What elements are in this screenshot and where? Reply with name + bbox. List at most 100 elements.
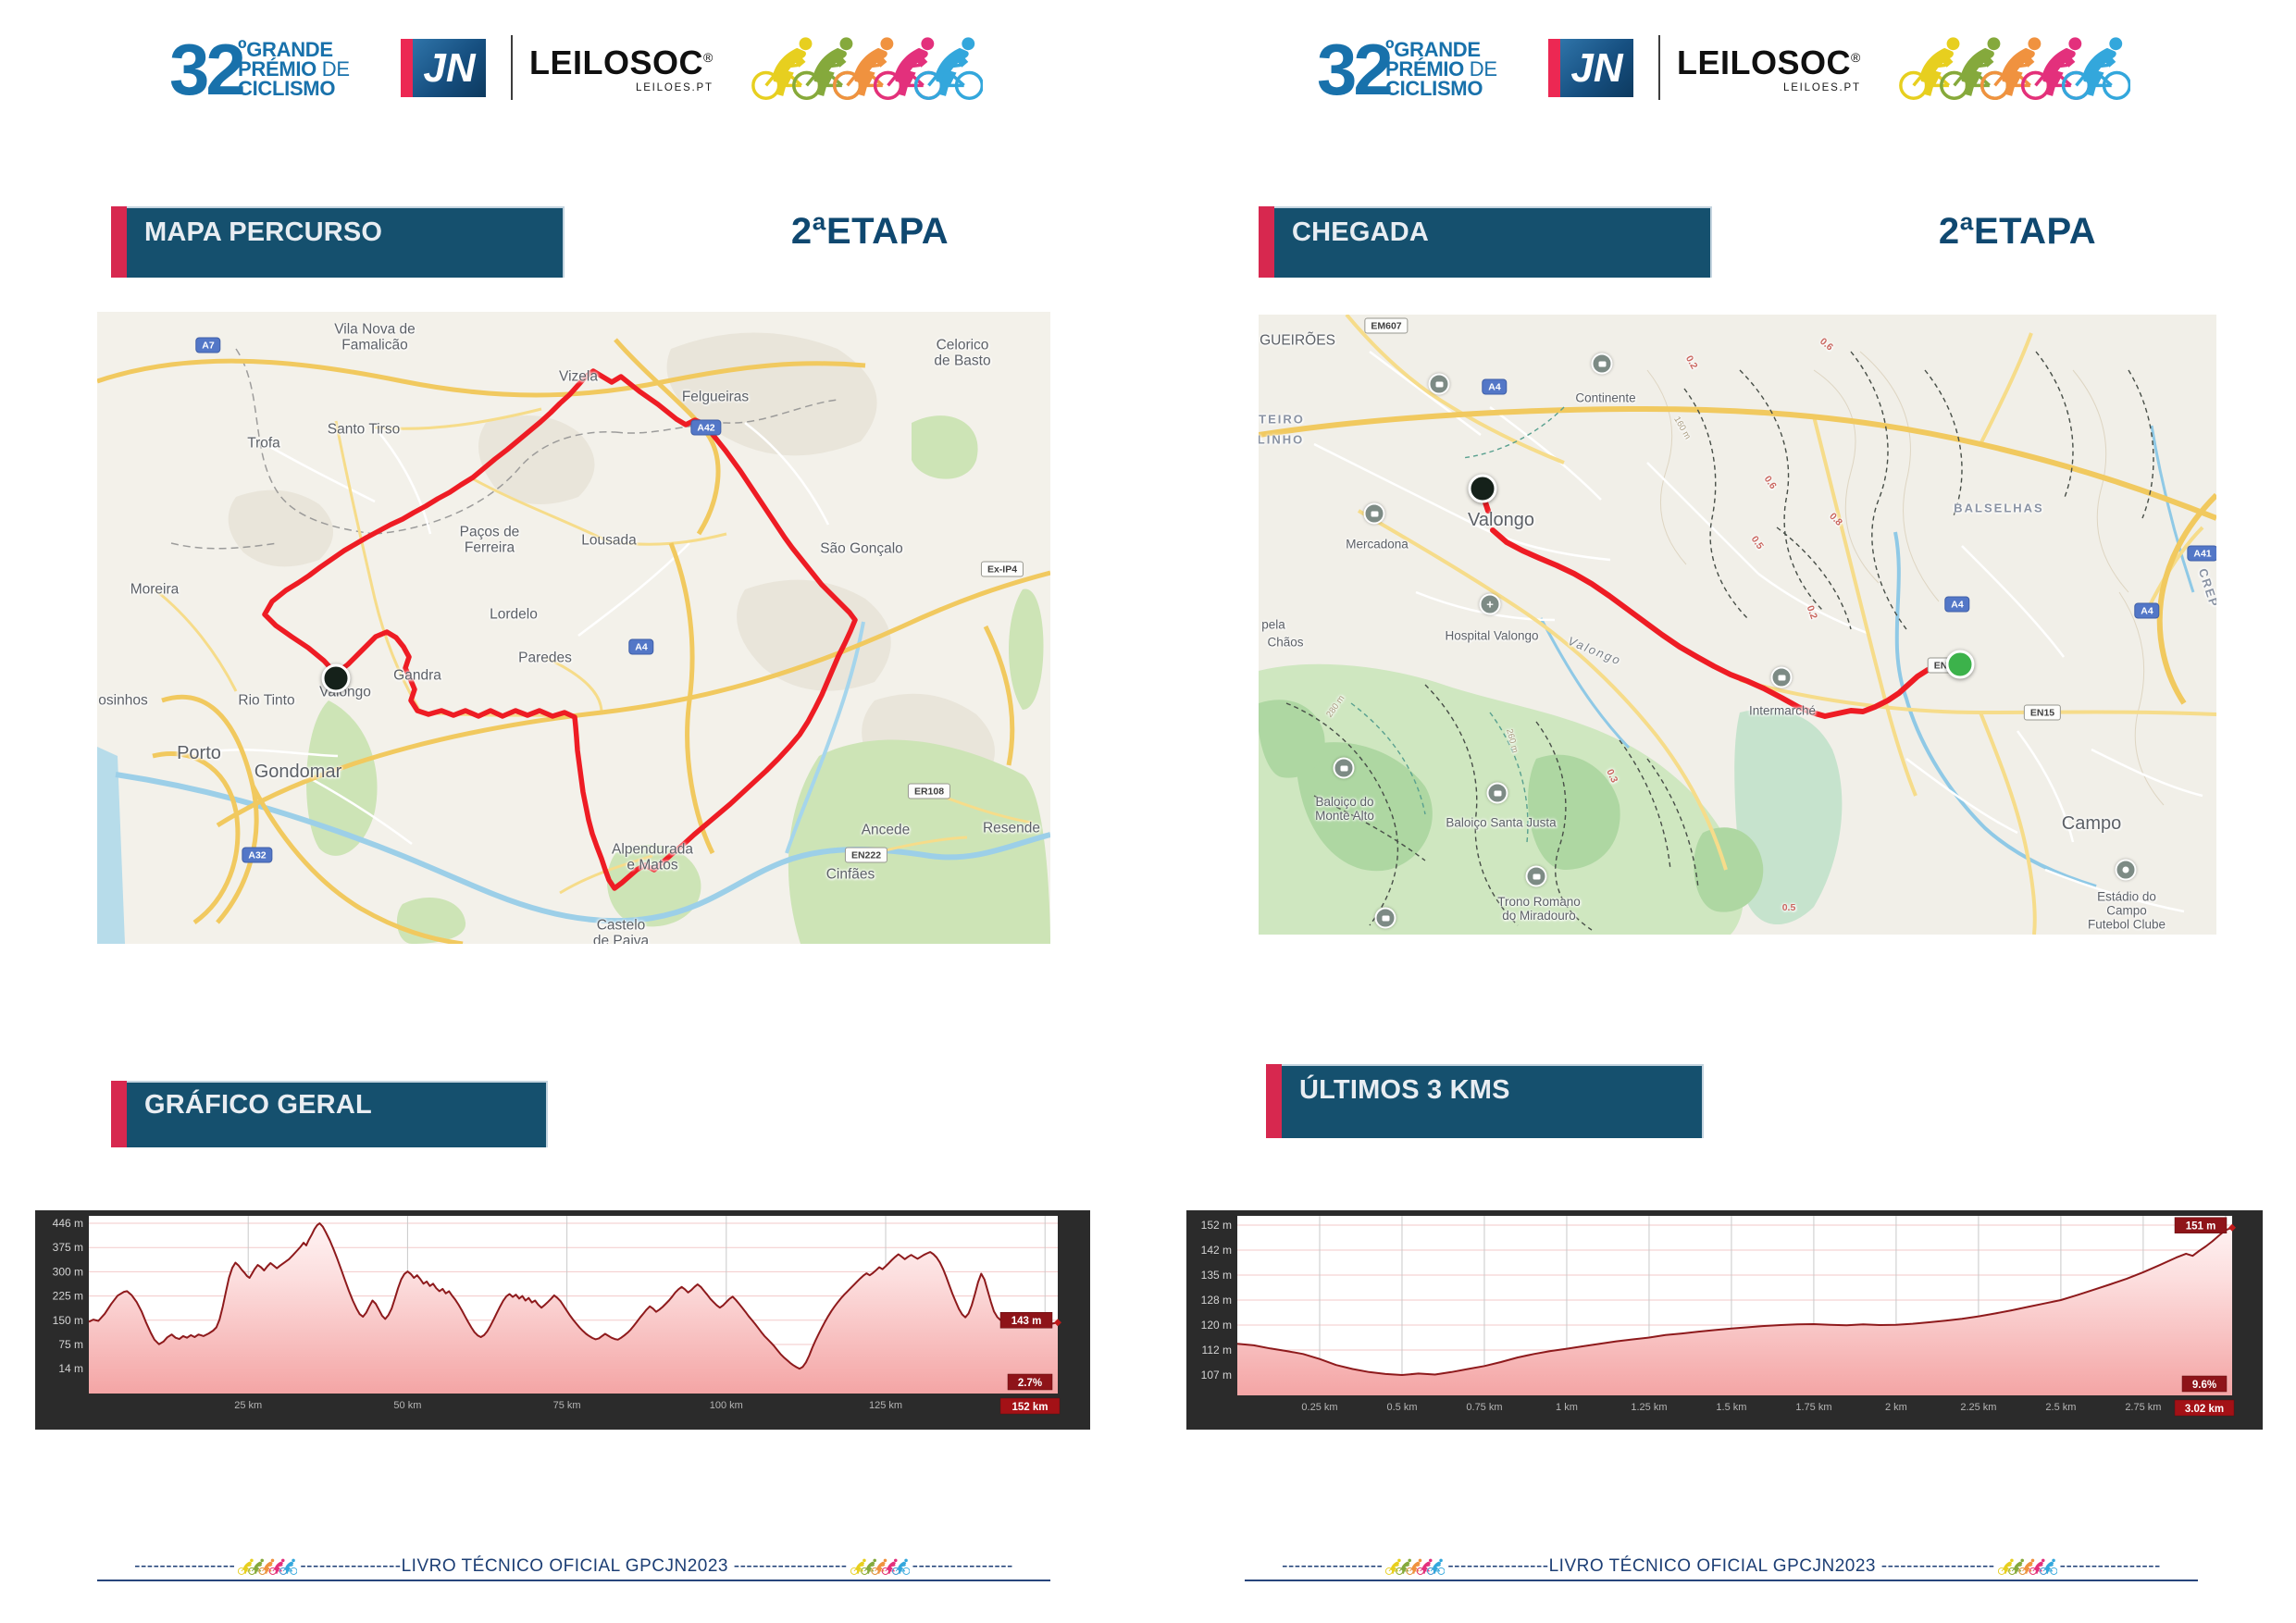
cyclists-icon bbox=[1899, 35, 2130, 104]
cam-icon bbox=[1486, 782, 1508, 804]
road-badge: EN15 bbox=[2023, 704, 2062, 721]
finish-map[interactable]: GUEIRÕES Continente TEIRO LINHO BALSELHAS CRE… bbox=[1259, 315, 2216, 935]
map-label: Santo Tirso bbox=[327, 421, 401, 438]
bus-icon bbox=[1428, 373, 1450, 395]
cyclists-icon bbox=[238, 1558, 297, 1576]
map-canvas bbox=[1259, 315, 2216, 935]
map-label: Moreira bbox=[130, 581, 180, 598]
map-label: Castelo de Paiva bbox=[592, 917, 650, 944]
section-title: ÚLTIMOS 3 KMS bbox=[1299, 1075, 1510, 1105]
svg-text:107 m: 107 m bbox=[1201, 1369, 1232, 1381]
svg-text:2 km: 2 km bbox=[1885, 1402, 1907, 1413]
footer-dashes: ------------------ bbox=[733, 1556, 848, 1576]
svg-text:0.25 km: 0.25 km bbox=[1301, 1402, 1337, 1413]
map-label: GUEIRÕES bbox=[1260, 332, 1335, 349]
map-label: 0.5 bbox=[1781, 902, 1796, 914]
svg-text:9.6%: 9.6% bbox=[2192, 1380, 2216, 1391]
map-label: Hospital Valongo bbox=[1445, 628, 1539, 643]
map-label: Estádio do Campo Futebol Clube bbox=[2087, 889, 2166, 932]
cyclists-icon bbox=[850, 1558, 910, 1576]
road-badge: A4 bbox=[1944, 596, 1970, 613]
footer: ---------------- ----------------LIVRO TÉ… bbox=[1245, 1556, 2198, 1581]
logo-divider bbox=[511, 35, 513, 100]
svg-text:1.5 km: 1.5 km bbox=[1716, 1402, 1746, 1413]
map-label: Baloiço Santa Justa bbox=[1446, 815, 1557, 830]
svg-text:14 m: 14 m bbox=[58, 1362, 83, 1375]
map-label: CREP bbox=[2195, 566, 2216, 611]
elevation-chart-last3km: 152 m 142 m 135 m 128 m 120 m 112 m 107 m 0.25 … bbox=[1186, 1210, 2263, 1430]
footer-dashes: ---------------- bbox=[1282, 1556, 1384, 1576]
map-label: 0.6 bbox=[1818, 336, 1836, 353]
section-title: GRÁFICO GERAL bbox=[144, 1090, 372, 1120]
svg-text:2.75 km: 2.75 km bbox=[2125, 1402, 2161, 1413]
svg-text:150 m: 150 m bbox=[53, 1314, 83, 1327]
map-label: 0.5 bbox=[1748, 534, 1766, 551]
map-label: 0.3 bbox=[1604, 767, 1620, 785]
footer-dashes: ---------------- bbox=[300, 1556, 402, 1576]
svg-text:152 km: 152 km bbox=[1011, 1402, 1048, 1413]
map-label: Valongo bbox=[1468, 509, 1534, 530]
svg-text:25 km: 25 km bbox=[234, 1400, 262, 1411]
svg-text:142 m: 142 m bbox=[1201, 1244, 1232, 1257]
footer-dashes: ------------------ bbox=[1880, 1556, 1995, 1576]
map-label: Valongo bbox=[1566, 633, 1624, 668]
road-badge: ER108 bbox=[907, 783, 951, 799]
location-marker[interactable] bbox=[321, 663, 351, 693]
stage-label: 2ªETAPA bbox=[790, 211, 949, 252]
svg-text:2.7%: 2.7% bbox=[1018, 1378, 1042, 1389]
svg-text:100 km: 100 km bbox=[710, 1400, 743, 1411]
map-label: Rio Tinto bbox=[238, 692, 295, 709]
location-marker[interactable] bbox=[1468, 474, 1497, 503]
svg-text:125 km: 125 km bbox=[869, 1400, 902, 1411]
map-label: 0.6 bbox=[1761, 474, 1779, 491]
road-badge: A32 bbox=[242, 847, 273, 863]
map-label: Cinfães bbox=[825, 866, 875, 883]
finish-marker[interactable] bbox=[1945, 650, 1975, 679]
cam-icon bbox=[1333, 757, 1355, 779]
svg-text:128 m: 128 m bbox=[1201, 1294, 1232, 1307]
footer-title: LIVRO TÉCNICO OFICIAL GPCJN2023 bbox=[1548, 1556, 1881, 1576]
route-line bbox=[262, 368, 858, 891]
leilosoc-logo: LEILOSOC® LEILOES.PT bbox=[1677, 43, 1861, 94]
svg-text:75 km: 75 km bbox=[553, 1400, 581, 1411]
road-badge: EN222 bbox=[844, 847, 888, 863]
map-label: São Gonçalo bbox=[820, 540, 903, 557]
jn-logo: JN bbox=[1560, 39, 1633, 97]
map-label: Felgueiras bbox=[681, 389, 750, 405]
svg-text:446 m: 446 m bbox=[53, 1217, 83, 1230]
road-badge: A41 bbox=[2187, 545, 2216, 562]
leilosoc-logo: LEILOSOC® LEILOES.PT bbox=[529, 43, 714, 94]
cart-icon bbox=[1591, 353, 1613, 375]
logo-text: ºGRANDE PRÉMIO DE CICLISMO bbox=[1385, 34, 1497, 100]
map-label: Trofa bbox=[247, 435, 280, 452]
map-label: Baloiço do Monte Alto bbox=[1315, 794, 1374, 823]
section-bar-ultimos-3kms: ÚLTIMOS 3 KMS bbox=[1266, 1064, 1704, 1138]
map-labels-overlay: GUEIRÕES Continente TEIRO LINHO BALSELHAS CRE… bbox=[1259, 315, 2216, 935]
logo-text: ºGRANDE PRÉMIO DE CICLISMO bbox=[238, 34, 350, 100]
jn-red-bar bbox=[1548, 39, 1560, 97]
section-bar-mapa-percurso: MAPA PERCURSO bbox=[111, 206, 565, 278]
road-badge: A4 bbox=[1482, 378, 1508, 395]
map-label: 260 m bbox=[1504, 727, 1520, 754]
road-badge: A7 bbox=[195, 337, 221, 353]
bar-accent-stripe bbox=[111, 1081, 127, 1147]
map-label: Celorico de Basto bbox=[934, 337, 991, 369]
svg-text:143 m: 143 m bbox=[1011, 1316, 1042, 1327]
cam-icon bbox=[1525, 865, 1547, 887]
footer-dashes: ---------------- bbox=[912, 1556, 1013, 1576]
map-label: Mercadona bbox=[1346, 537, 1409, 551]
logo-32: 32 bbox=[169, 29, 246, 110]
section-bar-grafico-geral: GRÁFICO GERAL bbox=[111, 1081, 548, 1147]
svg-text:50 km: 50 km bbox=[393, 1400, 421, 1411]
footer-title: LIVRO TÉCNICO OFICIAL GPCJN2023 bbox=[401, 1556, 734, 1576]
map-label: Chãos bbox=[1267, 635, 1304, 650]
route-map[interactable]: Vila Nova de Famalicão Vizela Felgueiras Ce… bbox=[97, 312, 1050, 944]
bar-accent-stripe bbox=[1266, 1064, 1282, 1138]
map-label: Trono Romano do Miradouro bbox=[1497, 894, 1581, 923]
road-badge: A4 bbox=[628, 638, 654, 655]
map-label: Porto bbox=[177, 742, 221, 763]
map-label: Continente bbox=[1575, 390, 1636, 405]
map-label: Gandra bbox=[393, 667, 441, 684]
svg-text:0.75 km: 0.75 km bbox=[1466, 1402, 1502, 1413]
road-badge: EM607 bbox=[1364, 317, 1409, 334]
